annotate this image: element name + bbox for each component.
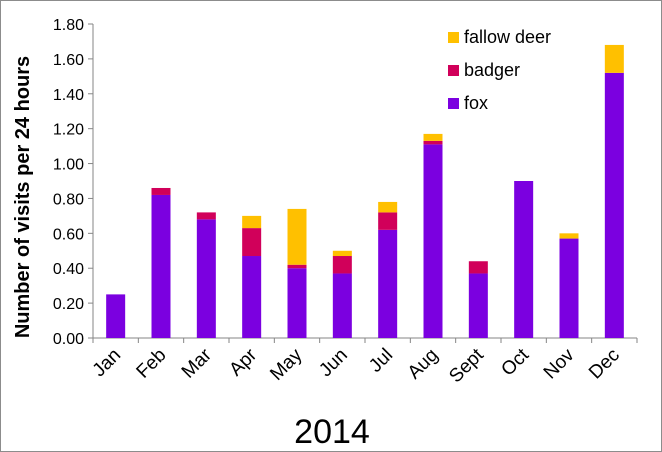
bar-segment-badger [151, 187, 171, 195]
x-tick-label: Dec [585, 345, 624, 384]
bar-segment-fox [559, 238, 579, 338]
legend-swatch-fallow-deer [448, 32, 459, 43]
bar-segment-fallow-deer [242, 215, 262, 229]
bar-segment-fox [196, 219, 216, 338]
y-axis-label: Number of visits per 24 hours [12, 56, 34, 338]
bar-segment-badger [468, 261, 488, 274]
legend-label-fox: fox [464, 93, 488, 113]
x-axis-label: 2014 [294, 413, 370, 451]
bar-segment-fox [468, 273, 488, 338]
bar-segment-fox [604, 72, 624, 338]
y-tick-label: 0.00 [53, 331, 84, 348]
legend-label-badger: badger [464, 60, 520, 80]
bar-segment-fox [423, 144, 443, 338]
bar-segment-fox [242, 256, 262, 338]
x-tick-label: Jul [365, 345, 397, 377]
legend-swatch-badger [448, 65, 459, 76]
x-tick-label: Apr [225, 344, 261, 380]
y-tick-label: 1.40 [53, 87, 84, 104]
bar-segment-fox [106, 294, 126, 338]
y-tick-label: 0.20 [53, 296, 84, 313]
x-tick-label: May [266, 344, 307, 385]
bars [106, 44, 624, 338]
x-tick-label: Aug [404, 345, 443, 384]
y-tick-label: 1.00 [53, 157, 84, 174]
bar-segment-fallow-deer [332, 250, 352, 257]
legend-label-fallow-deer: fallow deer [464, 27, 551, 47]
x-tick-label: Jan [89, 345, 126, 382]
bar-segment-fox [378, 229, 398, 338]
bar-segment-fox [332, 273, 352, 338]
x-tick-label: Feb [133, 345, 171, 383]
bar-segment-fox [151, 194, 171, 338]
bar-segment-badger [332, 256, 352, 274]
bar-segment-badger [423, 140, 443, 145]
bar-segment-fox [514, 181, 534, 338]
x-tick-label: Nov [540, 344, 579, 383]
bar-segment-fallow-deer [287, 208, 307, 265]
y-tick-label: 1.60 [53, 52, 84, 69]
bar-segment-fox [287, 268, 307, 338]
bar-segment-badger [287, 264, 307, 269]
y-tick-label: 0.60 [53, 226, 84, 243]
bar-segment-badger [196, 212, 216, 220]
bar-segment-fallow-deer [604, 44, 624, 73]
y-tick-label: 1.80 [53, 17, 84, 34]
legend: fallow deer badger fox [448, 27, 551, 113]
bar-segment-fallow-deer [559, 233, 579, 239]
bar-segment-badger [242, 228, 262, 257]
x-tick-label: Jun [315, 345, 352, 382]
x-tick-label: Sept [445, 344, 488, 387]
y-tick-label: 0.80 [53, 191, 84, 208]
x-tick-label: Mar [178, 344, 216, 382]
bar-segment-fallow-deer [423, 133, 443, 141]
legend-swatch-fox [448, 98, 459, 109]
x-tick-label: Oct [497, 344, 533, 380]
bar-segment-fallow-deer [378, 201, 398, 213]
bar-segment-badger [378, 212, 398, 230]
y-tick-label: 1.20 [53, 122, 84, 139]
y-tick-label: 0.40 [53, 261, 84, 278]
